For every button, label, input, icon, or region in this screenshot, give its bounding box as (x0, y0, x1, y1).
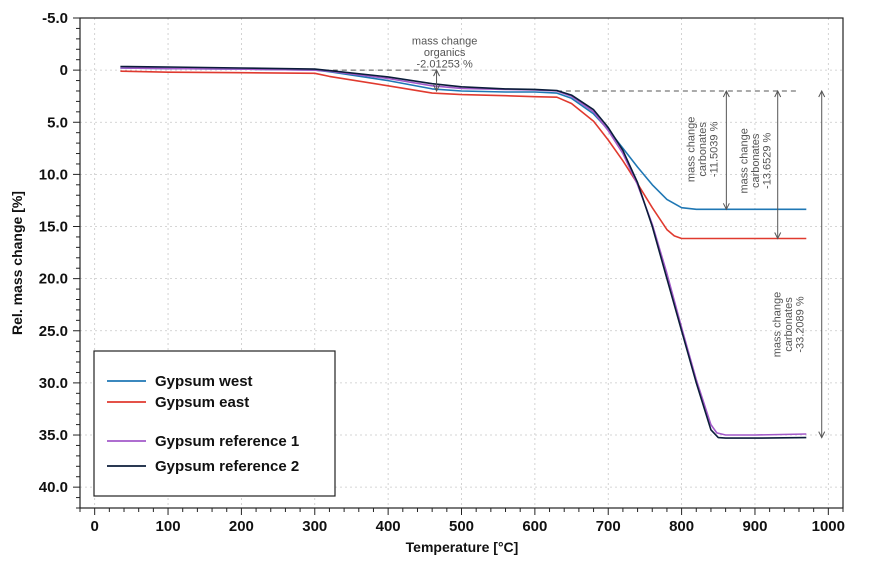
x-tick-label: 600 (522, 518, 547, 535)
x-tick-label: 1000 (812, 518, 845, 535)
annotation-line: carbonates (697, 122, 709, 177)
x-tick-label: 100 (156, 518, 181, 535)
annotation-line: mass change (771, 292, 783, 357)
reference-lines (314, 69, 799, 92)
y-tick-label: 10.0 (39, 166, 68, 183)
annotation-text-4: mass change carbonates -33.2089 % (771, 292, 806, 357)
annotation-line: carbonates (783, 297, 795, 352)
annotation-arrow-3-head-top (774, 89, 782, 98)
legend-label-2: Gypsum east (155, 394, 249, 411)
annotation-line: -11.5039 % (709, 121, 721, 177)
annotation-line: organics (424, 47, 466, 59)
annotation-line: -2.01253 % (416, 58, 472, 70)
legend-box (93, 350, 336, 497)
legend: Gypsum west Gypsum east Gypsum reference 1… (93, 350, 336, 497)
x-tick-label: 300 (302, 518, 327, 535)
legend-label-1: Gypsum west (155, 373, 253, 390)
annotation-line: mass change (412, 35, 477, 47)
legend-items: Gypsum west Gypsum east Gypsum reference 1… (107, 373, 299, 475)
x-axis-title: Temperature [°C] (406, 539, 519, 555)
annotation-arrow-1-head-bottom (433, 84, 441, 93)
y-tick-label: 30.0 (39, 375, 68, 392)
series-line-4 (120, 65, 807, 439)
axis-ticks: 0 100 200 300 400 500 600 700 800 900 1000 -5.0 0 5.0… (39, 10, 845, 535)
y-tick-label: 40.0 (39, 479, 68, 496)
x-tick-label: 400 (376, 518, 401, 535)
y-tick-label: 35.0 (39, 427, 68, 444)
annotation-arrow-2-head-bottom (722, 203, 730, 211)
x-tick-label: 800 (669, 518, 694, 535)
y-tick-label: 25.0 (39, 323, 68, 340)
annotation-line: mass change (686, 117, 698, 182)
y-tick-label: 5.0 (47, 114, 68, 131)
x-tick-label: 700 (596, 518, 621, 535)
annotation-line: mass change (738, 128, 750, 193)
y-tick-label: 15.0 (39, 219, 68, 236)
grid (80, 17, 843, 508)
annotation-arrow-4-head-bottom (818, 431, 826, 439)
x-tick-label: 500 (449, 518, 474, 535)
legend-label-4: Gypsum reference 2 (155, 458, 299, 475)
x-tick-label: 900 (742, 518, 767, 535)
annotation-line: carbonates (750, 133, 762, 188)
annotation-line: -33.2089 % (794, 296, 806, 352)
annotation-arrow-2-head-top (722, 89, 730, 98)
y-axis-title: Rel. mass change [%] (9, 191, 25, 335)
annotation-arrow-3-head-bottom (774, 232, 782, 240)
y-tick-label: 0 (60, 62, 68, 79)
legend-label-3: Gypsum reference 1 (155, 433, 299, 450)
annotation-text-2: mass change carbonates -11.5039 % (686, 117, 721, 182)
annotation-text-3: mass change carbonates -13.6529 % (738, 128, 773, 193)
annotation-arrow-4-head-top (818, 89, 826, 98)
y-tick-label: -5.0 (42, 10, 68, 27)
annotation-line: -13.6529 % (761, 132, 773, 188)
series-lines (120, 65, 807, 439)
series-line-2 (120, 70, 807, 240)
x-tick-label: 200 (229, 518, 254, 535)
annotation-arrow-1-head-top (433, 69, 441, 77)
x-tick-label: 0 (91, 518, 99, 535)
y-tick-label: 20.0 (39, 271, 68, 288)
